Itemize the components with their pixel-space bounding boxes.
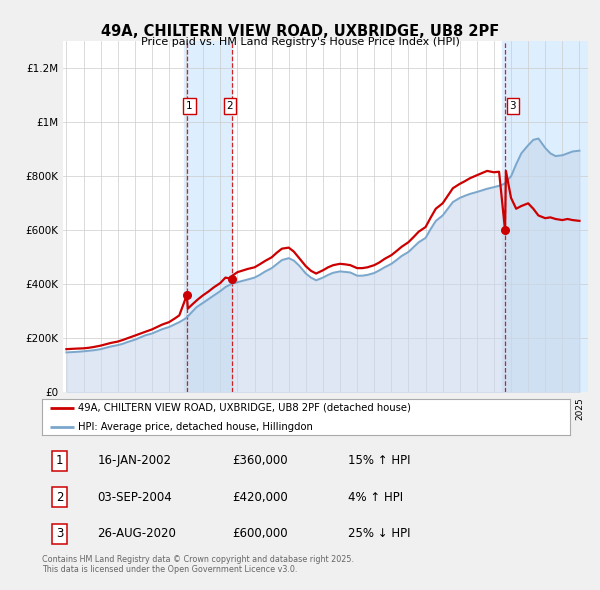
Text: 16-JAN-2002: 16-JAN-2002 xyxy=(97,454,172,467)
Text: 1: 1 xyxy=(186,101,193,111)
Text: Price paid vs. HM Land Registry's House Price Index (HPI): Price paid vs. HM Land Registry's House … xyxy=(140,37,460,47)
Text: £420,000: £420,000 xyxy=(232,491,288,504)
Text: 49A, CHILTERN VIEW ROAD, UXBRIDGE, UB8 2PF (detached house): 49A, CHILTERN VIEW ROAD, UXBRIDGE, UB8 2… xyxy=(78,403,411,413)
Text: 3: 3 xyxy=(509,101,516,111)
Text: 1: 1 xyxy=(56,454,63,467)
Text: £600,000: £600,000 xyxy=(232,527,288,540)
Text: 25% ↓ HPI: 25% ↓ HPI xyxy=(348,527,411,540)
Text: 49A, CHILTERN VIEW ROAD, UXBRIDGE, UB8 2PF: 49A, CHILTERN VIEW ROAD, UXBRIDGE, UB8 2… xyxy=(101,24,499,38)
Text: £360,000: £360,000 xyxy=(232,454,288,467)
Text: Contains HM Land Registry data © Crown copyright and database right 2025.
This d: Contains HM Land Registry data © Crown c… xyxy=(42,555,354,574)
Text: 26-AUG-2020: 26-AUG-2020 xyxy=(97,527,176,540)
Text: 4% ↑ HPI: 4% ↑ HPI xyxy=(348,491,403,504)
Text: 3: 3 xyxy=(56,527,63,540)
Text: 15% ↑ HPI: 15% ↑ HPI xyxy=(348,454,411,467)
Text: HPI: Average price, detached house, Hillingdon: HPI: Average price, detached house, Hill… xyxy=(78,422,313,432)
Bar xyxy=(502,41,588,392)
Text: 03-SEP-2004: 03-SEP-2004 xyxy=(97,491,172,504)
Text: 2: 2 xyxy=(56,491,63,504)
Text: 2: 2 xyxy=(226,101,233,111)
Bar xyxy=(184,41,232,392)
